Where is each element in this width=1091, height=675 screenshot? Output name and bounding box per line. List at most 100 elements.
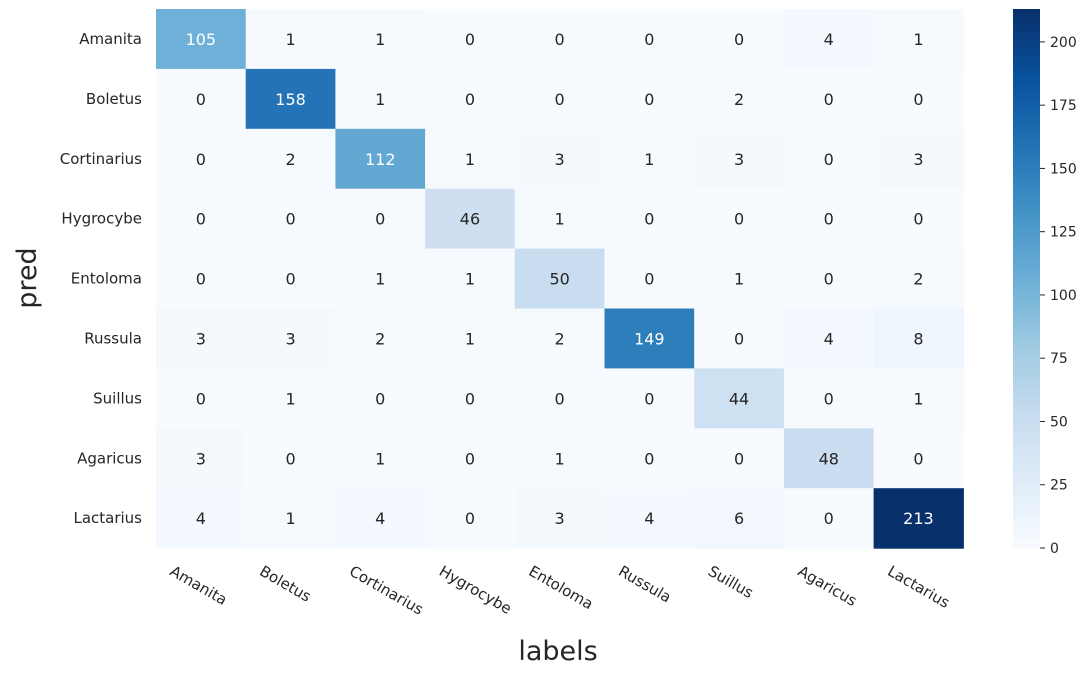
colorbar-tick-label: 175 bbox=[1050, 98, 1077, 114]
cell-value-label: 3 bbox=[555, 150, 565, 169]
heatmap-cell bbox=[694, 68, 785, 130]
heatmap-cell bbox=[245, 188, 336, 250]
cell-value-label: 4 bbox=[824, 329, 834, 348]
heatmap-cell bbox=[604, 488, 695, 549]
heatmap-cell bbox=[245, 68, 336, 130]
cell-value-label: 1 bbox=[913, 389, 923, 408]
heatmap-cell bbox=[335, 9, 426, 70]
heatmap-cell bbox=[335, 188, 426, 250]
heatmap-cell-labels: 105 1 1 0 0 0 0 4 10 158 1 0 0 0 2 0 00 2 112 1 3 1 3 0 30 0 0 46 1 0… bbox=[186, 30, 934, 528]
heatmap-cell bbox=[694, 368, 785, 429]
cell-value-label: 0 bbox=[913, 449, 923, 468]
heatmap-cell bbox=[694, 188, 785, 250]
x-tick-label: Boletus bbox=[257, 562, 315, 606]
heatmap-cell bbox=[514, 308, 606, 369]
heatmap-cell bbox=[783, 488, 875, 549]
x-tick-label: Cortinarius bbox=[346, 562, 426, 619]
heatmap-cell bbox=[783, 308, 875, 369]
heatmap-cell bbox=[694, 248, 785, 310]
cell-value-label: 0 bbox=[196, 270, 206, 289]
heatmap-cell bbox=[425, 9, 516, 70]
cell-value-label: 8 bbox=[913, 329, 923, 348]
colorbar-tick-label: 0 bbox=[1050, 541, 1059, 557]
heatmap-cell bbox=[425, 368, 516, 429]
cell-value-label: 1 bbox=[913, 30, 923, 49]
heatmap-cell bbox=[514, 128, 606, 190]
heatmap-cell bbox=[604, 248, 695, 310]
y-tick-label: Cortinarius bbox=[60, 150, 142, 168]
cell-value-label: 213 bbox=[903, 509, 934, 528]
cell-value-label: 0 bbox=[734, 30, 744, 49]
cell-value-label: 48 bbox=[819, 449, 839, 468]
y-tick-label: Entoloma bbox=[71, 270, 142, 288]
cell-value-label: 50 bbox=[549, 270, 569, 289]
y-axis-title: pred bbox=[12, 247, 43, 308]
x-tick-label: Russula bbox=[615, 562, 674, 606]
heatmap-cell bbox=[425, 248, 516, 310]
cell-value-label: 0 bbox=[824, 90, 834, 109]
cell-value-label: 0 bbox=[644, 270, 654, 289]
cell-value-label: 1 bbox=[285, 30, 295, 49]
heatmap-cell bbox=[873, 188, 964, 250]
heatmap-cell bbox=[335, 128, 426, 190]
heatmap-cell bbox=[783, 188, 875, 250]
colorbar-tick-label: 75 bbox=[1050, 351, 1068, 367]
cell-value-label: 0 bbox=[555, 389, 565, 408]
heatmap-cell bbox=[156, 488, 247, 549]
heatmap-cell bbox=[783, 68, 875, 130]
colorbar-tick-label: 150 bbox=[1050, 161, 1077, 177]
heatmap-cell bbox=[425, 188, 516, 250]
heatmap-cell bbox=[873, 248, 964, 310]
heatmap-cell bbox=[694, 9, 785, 70]
heatmap-cell bbox=[514, 428, 606, 489]
cell-value-label: 0 bbox=[465, 389, 475, 408]
cell-value-label: 0 bbox=[824, 509, 834, 528]
cell-value-label: 1 bbox=[644, 150, 654, 169]
heatmap-cell bbox=[694, 488, 785, 549]
cell-value-label: 3 bbox=[913, 150, 923, 169]
heatmap-cells bbox=[156, 9, 964, 549]
cell-value-label: 0 bbox=[644, 449, 654, 468]
cell-value-label: 1 bbox=[375, 90, 385, 109]
cell-value-label: 0 bbox=[644, 210, 654, 229]
heatmap-cell bbox=[694, 308, 785, 369]
y-tick-label: Hygrocybe bbox=[61, 210, 142, 228]
heatmap-cell bbox=[783, 428, 875, 489]
heatmap-cell bbox=[783, 9, 875, 70]
cell-value-label: 2 bbox=[285, 150, 295, 169]
cell-value-label: 0 bbox=[824, 210, 834, 229]
cell-value-label: 1 bbox=[285, 509, 295, 528]
cell-value-label: 0 bbox=[375, 389, 385, 408]
cell-value-label: 0 bbox=[465, 449, 475, 468]
colorbar-tick-label: 50 bbox=[1050, 414, 1068, 430]
heatmap-cell bbox=[335, 368, 426, 429]
heatmap-cell bbox=[873, 128, 964, 190]
heatmap-cell bbox=[425, 308, 516, 369]
cell-value-label: 0 bbox=[196, 389, 206, 408]
cell-value-label: 1 bbox=[465, 329, 475, 348]
x-tick-label: Lactarius bbox=[884, 562, 953, 612]
cell-value-label: 0 bbox=[913, 90, 923, 109]
cell-value-label: 4 bbox=[196, 509, 206, 528]
colorbar-tick-label: 25 bbox=[1050, 478, 1068, 494]
colorbar-ticks: 0 25 50 75 100 125 150 175 200 bbox=[1040, 35, 1077, 557]
cell-value-label: 0 bbox=[285, 449, 295, 468]
heatmap-cell bbox=[245, 128, 336, 190]
heatmap-cell bbox=[604, 68, 695, 130]
x-tick-label: Agaricus bbox=[795, 562, 860, 610]
y-tick-label: Russula bbox=[84, 329, 142, 347]
y-tick-label: Lactarius bbox=[73, 509, 142, 527]
cell-value-label: 149 bbox=[634, 329, 665, 348]
cell-value-label: 0 bbox=[644, 90, 654, 109]
cell-value-label: 0 bbox=[285, 210, 295, 229]
cell-value-label: 0 bbox=[196, 210, 206, 229]
cell-value-label: 0 bbox=[824, 270, 834, 289]
heatmap-cell bbox=[783, 368, 875, 429]
cell-value-label: 3 bbox=[196, 329, 206, 348]
heatmap-cell bbox=[604, 188, 695, 250]
colorbar-tick-label: 100 bbox=[1050, 288, 1077, 304]
cell-value-label: 0 bbox=[913, 210, 923, 229]
cell-value-label: 1 bbox=[734, 270, 744, 289]
heatmap-cell bbox=[783, 248, 875, 310]
cell-value-label: 3 bbox=[734, 150, 744, 169]
